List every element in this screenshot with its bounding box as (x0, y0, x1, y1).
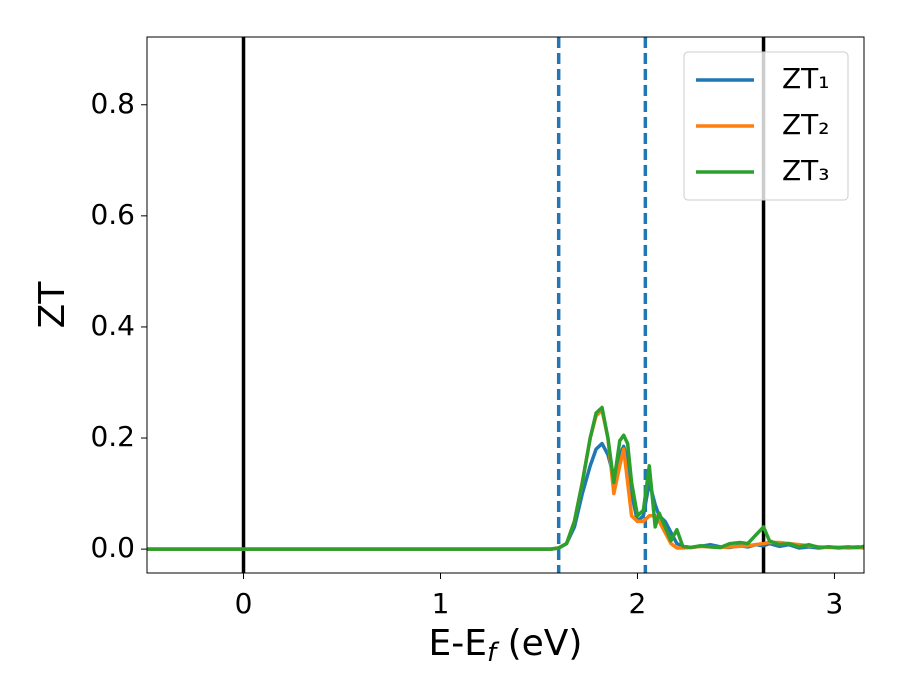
x-tick-label: 1 (432, 587, 450, 620)
x-tick-label: 2 (629, 587, 647, 620)
legend-box (683, 51, 849, 201)
plot-frame (146, 36, 865, 574)
y-tick-label: 0.2 (90, 420, 135, 453)
series-line (147, 405, 864, 551)
y-axis-label: ZT (32, 281, 73, 329)
x-tick-label: 0 (235, 587, 253, 620)
legend-label: ZT₃ (782, 154, 830, 187)
x-tick-label: 3 (826, 587, 844, 620)
y-tick-label: 0.8 (90, 87, 135, 120)
x-axis-label: E-Ef (eV) (429, 623, 583, 668)
legend-label: ZT₂ (782, 108, 830, 141)
y-tick-label: 0.0 (90, 531, 135, 564)
y-tick-label: 0.4 (90, 309, 135, 342)
legend-label: ZT₁ (782, 62, 830, 95)
y-tick-label: 0.6 (90, 198, 135, 231)
